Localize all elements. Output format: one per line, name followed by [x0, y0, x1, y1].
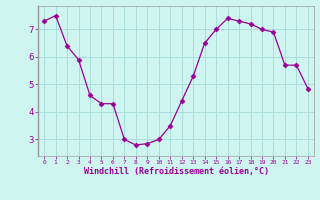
- X-axis label: Windchill (Refroidissement éolien,°C): Windchill (Refroidissement éolien,°C): [84, 167, 268, 176]
